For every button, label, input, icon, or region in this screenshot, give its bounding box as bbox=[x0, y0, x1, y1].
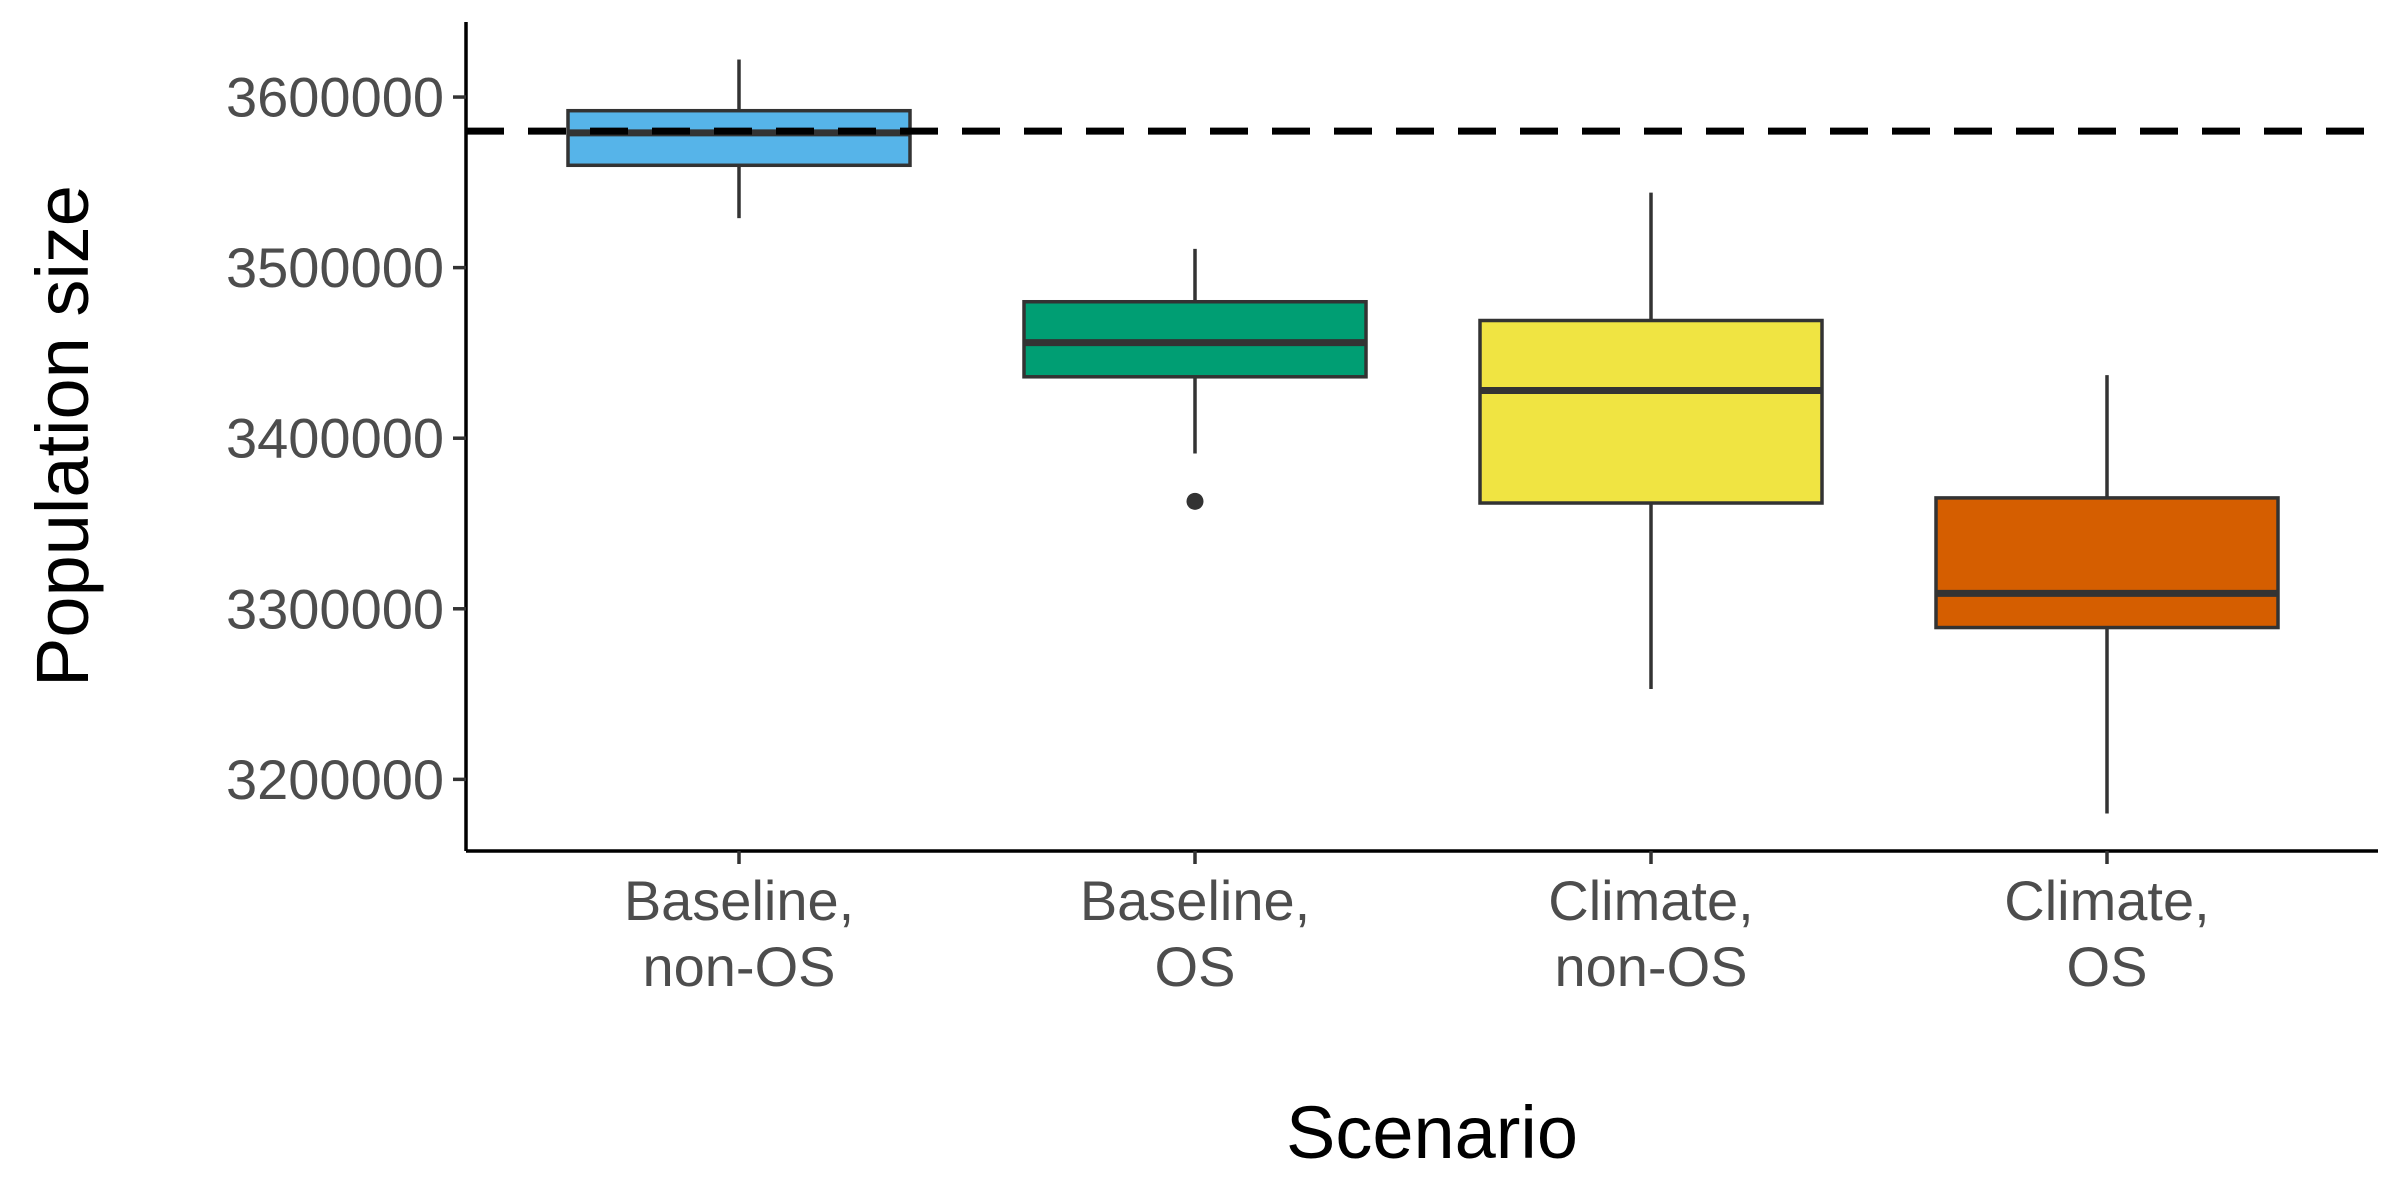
y-axis-ticks: 3200000 3300000 3400000 3500000 3600000 bbox=[226, 66, 466, 811]
y-tick-label: 3200000 bbox=[226, 748, 444, 811]
x-tick-label: Climate, bbox=[2004, 869, 2209, 932]
box-group-3 bbox=[1478, 192, 1824, 689]
outlier-point bbox=[1186, 492, 1204, 510]
y-tick-label: 3500000 bbox=[226, 236, 444, 299]
plot-marks bbox=[466, 59, 2378, 814]
x-axis-ticks: Baseline,non-OSBaseline,OSClimate,non-OS… bbox=[624, 851, 2210, 998]
box-body bbox=[1934, 496, 2280, 630]
y-axis-title: Population size bbox=[21, 185, 104, 687]
y-tick-label: 3300000 bbox=[226, 577, 444, 640]
box-body bbox=[1478, 318, 1824, 505]
box-group-2 bbox=[1022, 248, 1368, 510]
x-tick-label: non-OS bbox=[643, 935, 836, 998]
x-tick-label: Baseline, bbox=[624, 869, 854, 932]
y-tick-label: 3400000 bbox=[226, 407, 444, 470]
y-tick-label: 3600000 bbox=[226, 66, 444, 129]
x-axis-title: Scenario bbox=[1286, 1091, 1578, 1174]
box-group-4 bbox=[1934, 375, 2280, 814]
x-tick-label: OS bbox=[2067, 935, 2148, 998]
box-body bbox=[566, 108, 912, 168]
box-group-1 bbox=[566, 59, 912, 219]
x-tick-label: non-OS bbox=[1555, 935, 1748, 998]
x-tick-label: Climate, bbox=[1548, 869, 1753, 932]
x-tick-label: OS bbox=[1155, 935, 1236, 998]
x-tick-label: Baseline, bbox=[1080, 869, 1310, 932]
